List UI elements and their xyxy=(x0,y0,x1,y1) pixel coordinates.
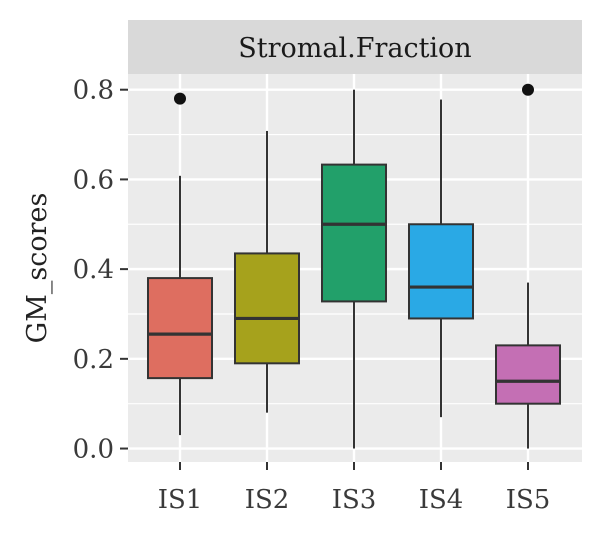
iqr-box xyxy=(321,163,387,303)
iqr-box xyxy=(234,252,300,365)
facet-label: Stromal.Fraction xyxy=(238,33,471,64)
box-is5 xyxy=(495,83,561,449)
box-is4 xyxy=(408,99,474,418)
boxes xyxy=(147,83,561,449)
iqr-box xyxy=(495,344,561,405)
y-tick-label: 0.8 xyxy=(73,76,114,106)
iqr-box xyxy=(147,277,213,380)
y-tick-label: 0.2 xyxy=(73,345,114,375)
outlier-point xyxy=(174,92,186,105)
y-tick-label: 0.4 xyxy=(73,255,114,285)
outlier-point xyxy=(522,83,534,96)
y-axis-title: GM_scores xyxy=(22,193,53,344)
x-tick-label: IS4 xyxy=(419,485,464,515)
x-tick-label: IS5 xyxy=(506,485,551,515)
y-tick-label: 0.6 xyxy=(73,165,114,195)
box-is2 xyxy=(234,130,300,413)
x-axis: IS1 IS2 IS3 IS4 IS5 xyxy=(158,462,551,515)
x-tick-label: IS2 xyxy=(245,485,290,515)
iqr-box xyxy=(408,223,474,320)
box-is3 xyxy=(321,89,387,449)
box-is1 xyxy=(147,92,213,436)
y-tick-label: 0.0 xyxy=(73,435,114,465)
x-tick-label: IS3 xyxy=(332,485,377,515)
x-tick-label: IS1 xyxy=(158,485,203,515)
facet-strip xyxy=(128,20,582,74)
y-axis: 0.0 0.2 0.4 0.6 0.8 xyxy=(73,76,128,465)
